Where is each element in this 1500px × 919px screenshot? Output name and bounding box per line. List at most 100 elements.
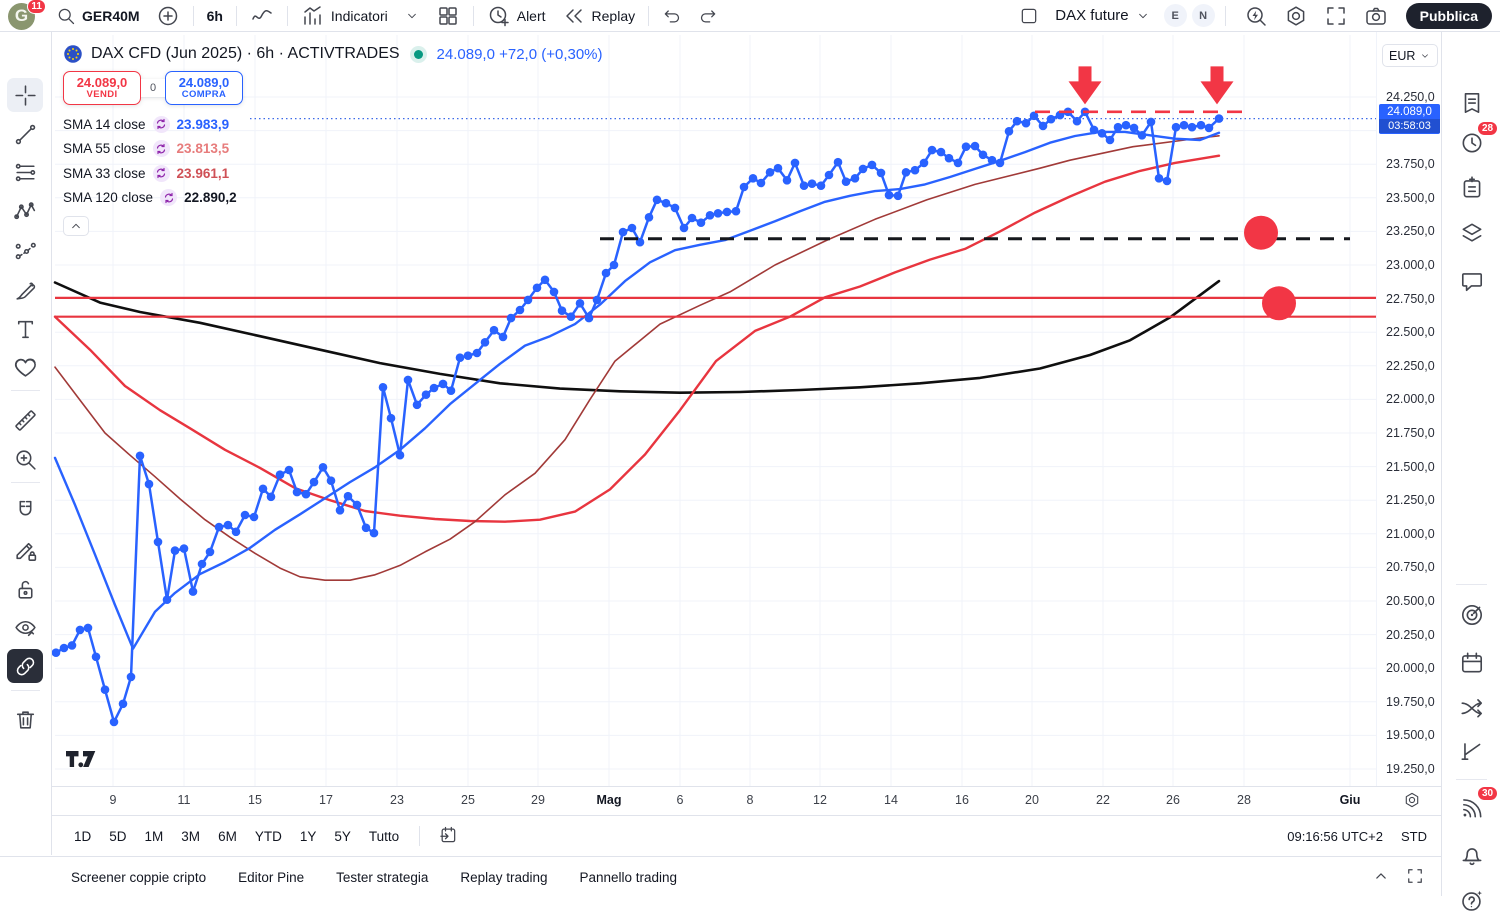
watchlist-selector[interactable]: DAX future [1047, 3, 1158, 29]
watchlist-button[interactable] [1453, 85, 1491, 121]
axis-settings-gear-icon[interactable] [1403, 791, 1421, 809]
sync-drawings-button[interactable] [7, 649, 43, 683]
timeframe-1m[interactable]: 1M [137, 824, 172, 848]
indicator-templates-button[interactable] [396, 3, 428, 29]
undo-button[interactable] [654, 3, 690, 29]
timeframe-tutto[interactable]: Tutto [361, 824, 407, 848]
hotlists-button[interactable] [1453, 597, 1491, 633]
timeframe-3m[interactable]: 3M [173, 824, 208, 848]
layout-grid-button[interactable] [428, 3, 468, 29]
fib-lines-tool-button[interactable] [7, 155, 43, 189]
price-axis-tick: 23.500,0 [1386, 190, 1435, 205]
remove-drawings-button[interactable] [7, 702, 43, 736]
market-status-dot[interactable] [413, 49, 423, 59]
divider [11, 690, 40, 691]
timeframe-ytd[interactable]: YTD [247, 824, 290, 848]
chart-style-button[interactable] [242, 3, 282, 29]
emoji-tool-button[interactable] [7, 350, 43, 384]
session-label[interactable]: STD [1401, 828, 1427, 844]
legend-item[interactable]: SMA 14 close 23.983,9 [63, 112, 237, 137]
undo-icon [662, 6, 682, 26]
multichart-checkbox[interactable] [1011, 3, 1047, 29]
notification-count-badge: 11 [27, 0, 46, 14]
timeframe-5y[interactable]: 5Y [326, 824, 359, 848]
symbol-search-button[interactable]: GER40M [48, 3, 148, 29]
ideas-button[interactable] [1453, 690, 1491, 726]
timeframe-1d[interactable]: 1D [66, 824, 99, 848]
sell-button[interactable]: 24.089,0 VENDI [63, 71, 141, 105]
price-axis[interactable]: EUR 24.250,0 23.750,0 23.500,0 23.250,0 23.0… [1376, 32, 1442, 815]
drawing-mode-button[interactable] [7, 533, 43, 567]
panel-maximize-button[interactable] [1405, 866, 1425, 889]
forecast-tool-button[interactable] [7, 234, 43, 268]
text-tool-button[interactable] [7, 312, 43, 346]
news-badge[interactable]: N [1191, 4, 1215, 27]
legend-item[interactable]: SMA 55 close 23.813,5 [63, 137, 237, 162]
alerts-button[interactable]: 28 [1453, 121, 1498, 161]
redo-button[interactable] [690, 3, 726, 29]
price-axis-tick: 20.750,0 [1386, 560, 1435, 575]
trendline-tool-button[interactable] [7, 117, 43, 151]
clock[interactable]: 09:16:56 UTC+2 [1287, 828, 1383, 844]
time-axis[interactable]: 9 11 15 17 23 25 29 Mag 6 8 12 14 16 20 22 26 28 Giu [52, 786, 1441, 816]
price-change: +72,0 (+0,30%) [499, 45, 603, 63]
indicators-button[interactable]: Indicatori [293, 3, 396, 29]
price-chart[interactable] [0, 0, 1500, 896]
streams-button[interactable]: 30 [1453, 786, 1498, 826]
bottom-tab[interactable]: Pannello trading [563, 870, 693, 885]
replay-button[interactable]: Replay [554, 3, 644, 29]
bottom-tab[interactable]: Tester strategia [320, 870, 444, 885]
timeframe-5d[interactable]: 5D [101, 824, 134, 848]
buy-button[interactable]: 24.089,0 COMPRA [165, 71, 243, 105]
zoom-in-tool-button[interactable] [7, 442, 43, 476]
legend-collapse-button[interactable] [63, 216, 89, 236]
time-axis-tick: 6 [676, 793, 684, 807]
alert-button[interactable]: Alert [479, 3, 554, 29]
measure-tool-button[interactable] [7, 403, 43, 437]
divider [648, 5, 650, 26]
bottom-tab[interactable]: Screener coppie cripto [55, 870, 222, 885]
snapshot-button[interactable] [1356, 3, 1396, 29]
object-tree-button[interactable] [1453, 215, 1491, 251]
interval-label: 6h [206, 7, 223, 24]
compare-add-button[interactable] [148, 3, 188, 29]
help-button[interactable] [1453, 883, 1491, 919]
brush-tool-button[interactable] [7, 273, 43, 307]
fullscreen-button[interactable] [1316, 3, 1356, 29]
trading-panel-button[interactable] [1453, 733, 1491, 769]
currency-selector[interactable]: EUR [1382, 44, 1438, 67]
legend-item[interactable]: SMA 120 close 22.890,2 [63, 186, 237, 211]
notes-button[interactable] [1453, 170, 1491, 206]
calendar-button[interactable] [1453, 645, 1491, 681]
hide-drawings-button[interactable] [7, 610, 43, 644]
legend-item[interactable]: SMA 33 close 23.961,1 [63, 161, 237, 186]
timeframe-1y[interactable]: 1Y [292, 824, 325, 848]
panel-expand-button[interactable] [1371, 866, 1391, 889]
price-axis-tick: 20.000,0 [1386, 661, 1435, 676]
crosshair-tool-button[interactable] [7, 78, 43, 112]
notifications-button[interactable] [1453, 837, 1491, 873]
quick-search-button[interactable] [1236, 3, 1276, 29]
right-sidebar: 28 30 [1441, 32, 1500, 911]
publish-button[interactable]: Pubblica [1405, 2, 1492, 29]
checkbox-icon [1019, 6, 1039, 26]
bottom-tab[interactable]: Editor Pine [222, 870, 320, 885]
interval-button[interactable]: 6h [199, 3, 231, 29]
chat-button[interactable] [1453, 263, 1491, 299]
tradingview-logo[interactable] [66, 751, 96, 773]
legend-item-value: 23.813,5 [176, 141, 230, 157]
buy-label: COMPRA [181, 88, 227, 100]
bottom-tab[interactable]: Replay trading [444, 870, 563, 885]
lock-drawings-button[interactable] [7, 572, 43, 606]
goto-date-button[interactable] [430, 824, 466, 848]
chevron-down-icon [1419, 50, 1431, 62]
pattern-tool-button[interactable] [7, 194, 43, 228]
broker-logo[interactable]: G 11 [8, 0, 46, 30]
earnings-badge[interactable]: E [1163, 4, 1187, 27]
symbol-title[interactable]: DAX CFD (Jun 2025) · 6h · ACTIVTRADES [91, 45, 400, 62]
angle-line-icon [1459, 738, 1485, 764]
timeframe-6m[interactable]: 6M [210, 824, 245, 848]
magnet-tool-button[interactable] [7, 493, 43, 527]
settings-button[interactable] [1276, 3, 1316, 29]
lock-icon [13, 577, 38, 602]
